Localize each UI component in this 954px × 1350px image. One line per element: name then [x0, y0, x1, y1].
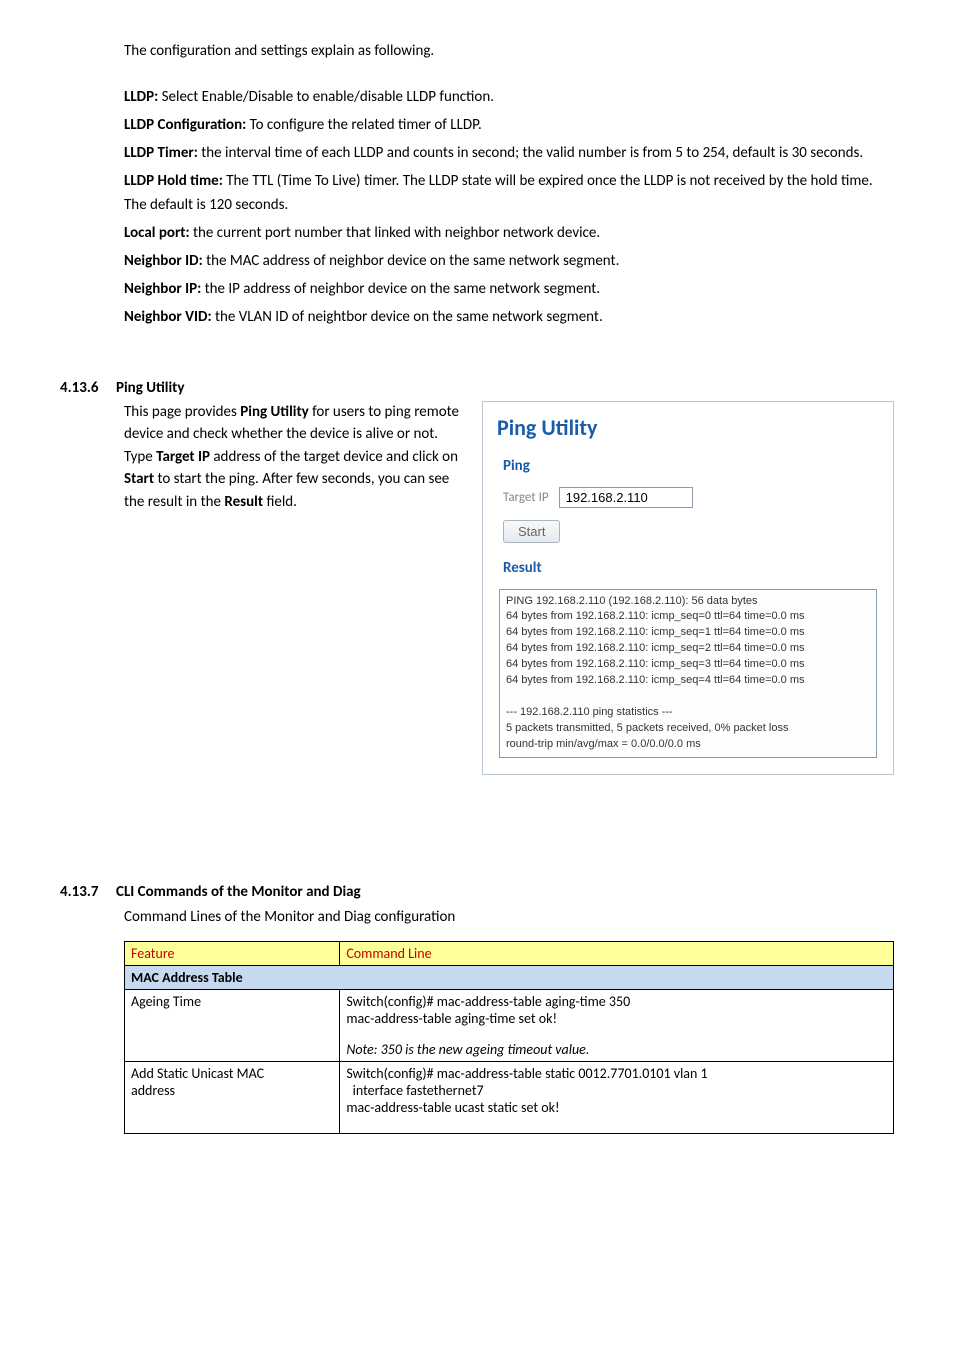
result-line: 64 bytes from 192.168.2.110: icmp_seq=3 … [506, 657, 870, 673]
definition-text: the IP address of neighbor device on the… [201, 280, 600, 298]
definition-term: Neighbor ID: [124, 252, 203, 270]
section-num: 4.13.6 [60, 379, 116, 397]
table-cell: Add Static Unicast MAC address [125, 1061, 340, 1133]
text: Ping Utility [240, 403, 308, 421]
text: Note: 350 is the new ageing timeout valu… [346, 1041, 887, 1058]
table-cell: Switch(config)# mac-address-table aging-… [340, 989, 894, 1061]
definition-text: the MAC address of neighbor device on th… [203, 252, 620, 270]
ping-description: This page provides Ping Utility for user… [124, 401, 464, 514]
definition-text: the interval time of each LLDP and count… [198, 144, 863, 162]
result-line: PING 192.168.2.110 (192.168.2.110): 56 d… [506, 594, 870, 610]
panel-title: Ping Utility [497, 414, 879, 441]
section-title: CLI Commands of the Monitor and Diag [116, 883, 361, 901]
text: Switch(config)# mac-address-table aging-… [346, 993, 887, 1010]
definition-text: To configure the related timer of LLDP. [246, 116, 481, 134]
result-line: round-trip min/avg/max = 0.0/0.0/0.0 ms [506, 737, 870, 753]
text: mac-address-table ucast static set ok! [346, 1099, 887, 1116]
section-title: Ping Utility [116, 379, 184, 397]
text: interface fastethernet7 [346, 1082, 887, 1099]
definition-term: LLDP Configuration: [124, 116, 246, 134]
result-line: 64 bytes from 192.168.2.110: icmp_seq=0 … [506, 609, 870, 625]
text: address [131, 1082, 333, 1099]
section-num: 4.13.7 [60, 883, 116, 901]
ping-section-label: Ping [497, 451, 879, 481]
text: Start [124, 470, 154, 488]
text: field. [263, 493, 297, 511]
definition-term: Neighbor VID: [124, 308, 212, 326]
definition-term: LLDP Hold time: [124, 172, 223, 190]
result-section-label: Result [497, 553, 879, 583]
intro-text: The configuration and settings explain a… [124, 40, 894, 63]
result-line: 64 bytes from 192.168.2.110: icmp_seq=4 … [506, 673, 870, 689]
section-heading-cli: 4.13.7CLI Commands of the Monitor and Di… [60, 883, 894, 901]
definition-line: Neighbor IP: the IP address of neighbor … [124, 277, 894, 301]
result-line [506, 689, 870, 705]
text: Switch(config)# mac-address-table static… [346, 1065, 887, 1082]
table-section: MAC Address Table [125, 965, 894, 989]
result-line: 64 bytes from 192.168.2.110: icmp_seq=1 … [506, 625, 870, 641]
result-line: 5 packets transmitted, 5 packets receive… [506, 721, 870, 737]
definition-line: LLDP Timer: the interval time of each LL… [124, 141, 894, 165]
definition-line: LLDP: Select Enable/Disable to enable/di… [124, 85, 894, 109]
definition-text: the VLAN ID of neightbor device on the s… [212, 308, 603, 326]
table-cell: Ageing Time [125, 989, 340, 1061]
col-feature: Feature [125, 941, 340, 965]
text: This page provides [124, 403, 240, 421]
ping-panel: Ping Utility Ping Target IP Start Result… [482, 401, 894, 775]
text: Target IP [156, 448, 210, 466]
text: mac-address-table aging-time set ok! [346, 1010, 887, 1027]
definition-term: LLDP: [124, 88, 158, 106]
table-cell: Switch(config)# mac-address-table static… [340, 1061, 894, 1133]
definition-line: Neighbor VID: the VLAN ID of neightbor d… [124, 305, 894, 329]
result-textarea[interactable]: PING 192.168.2.110 (192.168.2.110): 56 d… [499, 589, 877, 758]
target-ip-input[interactable] [559, 487, 693, 508]
definition-line: LLDP Configuration: To configure the rel… [124, 113, 894, 137]
definition-line: Neighbor ID: the MAC address of neighbor… [124, 249, 894, 273]
target-ip-label: Target IP [503, 490, 549, 505]
cli-subtitle: Command Lines of the Monitor and Diag co… [124, 905, 894, 929]
col-command: Command Line [340, 941, 894, 965]
definition-text: the current port number that linked with… [190, 224, 601, 242]
definition-text: Select Enable/Disable to enable/disable … [158, 88, 494, 106]
definition-term: LLDP Timer: [124, 144, 198, 162]
text: address of the target device and click o… [210, 448, 458, 466]
command-table: Feature Command Line MAC Address Table A… [124, 941, 894, 1134]
section-heading-ping: 4.13.6Ping Utility [60, 379, 894, 397]
text: Add Static Unicast MAC [131, 1065, 333, 1082]
definition-term: Neighbor IP: [124, 280, 201, 298]
start-button[interactable]: Start [503, 520, 560, 543]
result-line: --- 192.168.2.110 ping statistics --- [506, 705, 870, 721]
definition-text: The TTL (Time To Live) timer. The LLDP s… [124, 172, 873, 214]
definition-line: Local port: the current port number that… [124, 221, 894, 245]
definition-term: Local port: [124, 224, 190, 242]
definition-line: LLDP Hold time: The TTL (Time To Live) t… [124, 169, 894, 217]
text: Result [224, 493, 263, 511]
result-line: 64 bytes from 192.168.2.110: icmp_seq=2 … [506, 641, 870, 657]
